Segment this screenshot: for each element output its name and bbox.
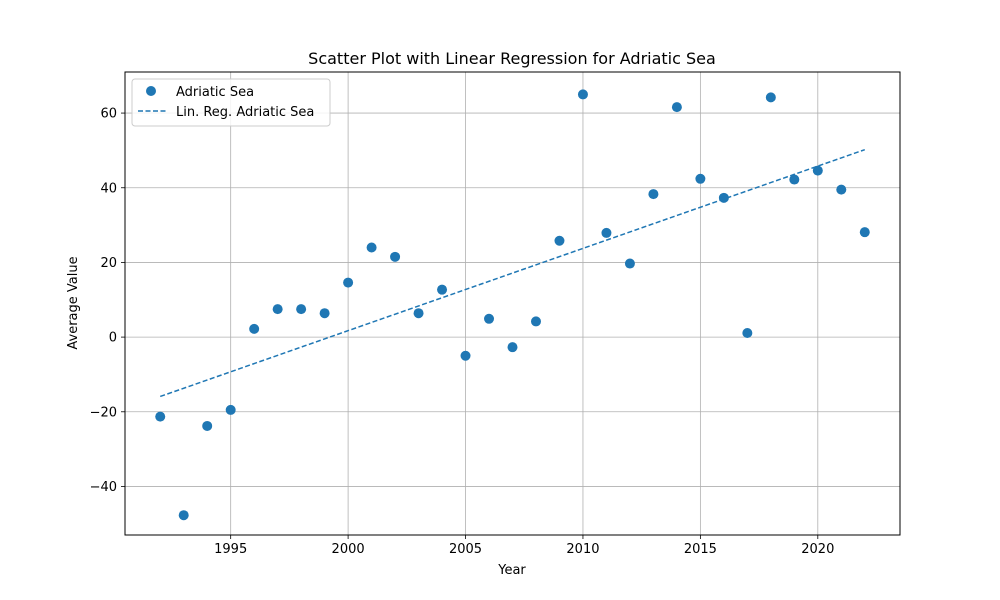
y-tick-label: −40 xyxy=(90,480,117,495)
scatter-point xyxy=(859,227,870,238)
scatter-point xyxy=(742,327,753,338)
y-tick-label: 60 xyxy=(100,107,117,122)
scatter-point xyxy=(343,277,354,288)
scatter-point xyxy=(178,510,189,521)
scatter-point xyxy=(648,189,659,200)
scatter-point xyxy=(789,174,800,185)
scatter-point xyxy=(812,165,823,176)
x-tick-label: 2015 xyxy=(684,542,717,557)
legend: Adriatic Sea Lin. Reg. Adriatic Sea xyxy=(131,78,331,127)
y-tick-label: −20 xyxy=(90,405,117,420)
scatter-point xyxy=(460,350,471,361)
legend-label-scatter: Adriatic Sea xyxy=(176,85,254,100)
scatter-point xyxy=(718,192,729,203)
scatter-point xyxy=(530,316,541,327)
axis-ticks: 1995 2000 2005 2010 2015 2020 −40 −20 0 20 40 60 xyxy=(90,107,835,557)
scatter-point xyxy=(484,313,495,324)
regression-line xyxy=(159,148,866,398)
x-tick-label: 2000 xyxy=(332,542,365,557)
scatter-point xyxy=(507,342,518,353)
scatter-point xyxy=(202,420,213,431)
chart-title: Scatter Plot with Linear Regression for … xyxy=(308,49,716,68)
legend-box xyxy=(131,78,331,127)
scatter-point xyxy=(765,92,776,103)
scatter-point xyxy=(249,323,260,334)
grid xyxy=(125,72,900,535)
y-tick-label: 40 xyxy=(100,181,117,196)
scatter-point xyxy=(390,251,401,262)
scatter-point xyxy=(437,284,448,295)
scatter-point xyxy=(695,173,706,184)
scatter-point xyxy=(319,308,330,319)
x-tick-label: 2005 xyxy=(449,542,482,557)
scatter-point xyxy=(624,258,635,269)
legend-label-regression: Lin. Reg. Adriatic Sea xyxy=(176,105,314,120)
scatter-point xyxy=(366,242,377,253)
x-tick-label: 1995 xyxy=(214,542,247,557)
x-tick-label: 2020 xyxy=(801,542,834,557)
scatter-point xyxy=(155,411,166,422)
scatter-point xyxy=(671,102,682,113)
y-tick-label: 0 xyxy=(109,331,117,346)
legend-scatter-marker xyxy=(146,86,156,96)
scatter-point xyxy=(601,227,612,238)
scatter-point xyxy=(554,235,565,246)
plot-frame xyxy=(124,71,901,536)
scatter-point xyxy=(296,304,307,315)
x-tick-label: 2010 xyxy=(566,542,599,557)
scatter-point xyxy=(225,404,236,415)
scatter-points xyxy=(155,89,870,521)
x-axis-label: Year xyxy=(497,563,526,578)
scatter-point xyxy=(413,308,424,319)
scatter-point xyxy=(272,304,283,315)
scatter-point xyxy=(836,184,847,195)
regression-line-layer xyxy=(159,148,866,398)
y-axis-label: Average Value xyxy=(66,256,81,349)
scatter-point xyxy=(577,89,588,100)
y-tick-label: 20 xyxy=(100,256,117,271)
